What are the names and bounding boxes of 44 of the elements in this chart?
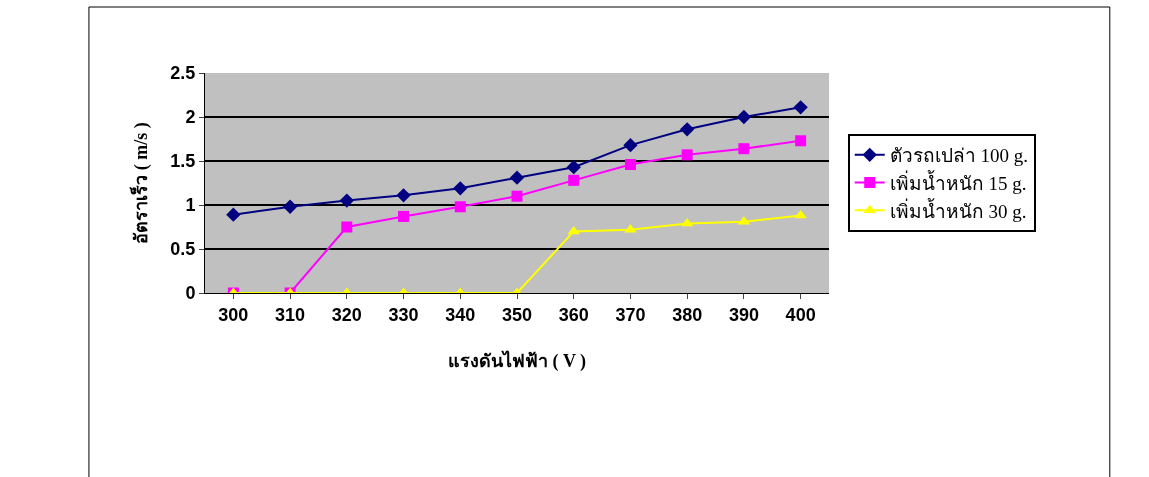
y-tick-label: 1 [185, 195, 196, 216]
point [566, 160, 581, 175]
x-tick-label: 340 [445, 304, 476, 325]
x-tick-label: 390 [728, 304, 759, 325]
y-tick-label: 2.5 [170, 63, 196, 84]
legend-label: ตัวรถเปล่า 100 g. [889, 145, 1028, 167]
y-axis-title: อัตราเร็ว ( m/s ) [128, 122, 152, 244]
y-tick-label: 0 [185, 283, 196, 304]
point [795, 135, 807, 147]
point [567, 225, 581, 235]
point [681, 149, 693, 161]
point [282, 199, 298, 214]
y-tick-label: 2 [185, 107, 196, 128]
point [736, 109, 752, 125]
point [341, 221, 353, 233]
point [623, 138, 638, 153]
x-tick-label: 310 [275, 304, 306, 325]
point [624, 159, 636, 171]
point [226, 207, 241, 222]
point [339, 193, 354, 208]
x-tick-label: 320 [331, 304, 362, 325]
legend-label: เพิ่มน้ำหนัก 15 g. [889, 169, 1027, 194]
x-tick-label: 350 [501, 304, 533, 325]
point [396, 188, 411, 203]
point [738, 143, 750, 155]
y-tick-label: 0.5 [170, 239, 196, 260]
point [568, 174, 580, 186]
x-tick-label: 380 [672, 304, 703, 325]
legend-label: เพิ่มน้ำหนัก 30 g. [889, 197, 1027, 222]
x-tick-label: 370 [615, 304, 646, 325]
point [398, 210, 410, 222]
point [680, 217, 694, 227]
point [511, 190, 523, 202]
point [793, 100, 808, 115]
point [680, 122, 695, 137]
x-tick-label: 300 [218, 304, 249, 325]
point [453, 181, 468, 196]
x-axis-title: แรงดันไฟฟ้า ( V ) [447, 349, 587, 372]
point [454, 201, 466, 213]
x-tick-label: 400 [785, 304, 816, 325]
x-tick-label: 360 [558, 304, 589, 325]
y-tick-label: 1.5 [170, 151, 196, 172]
point [509, 170, 525, 185]
x-tick-label: 330 [388, 304, 419, 325]
